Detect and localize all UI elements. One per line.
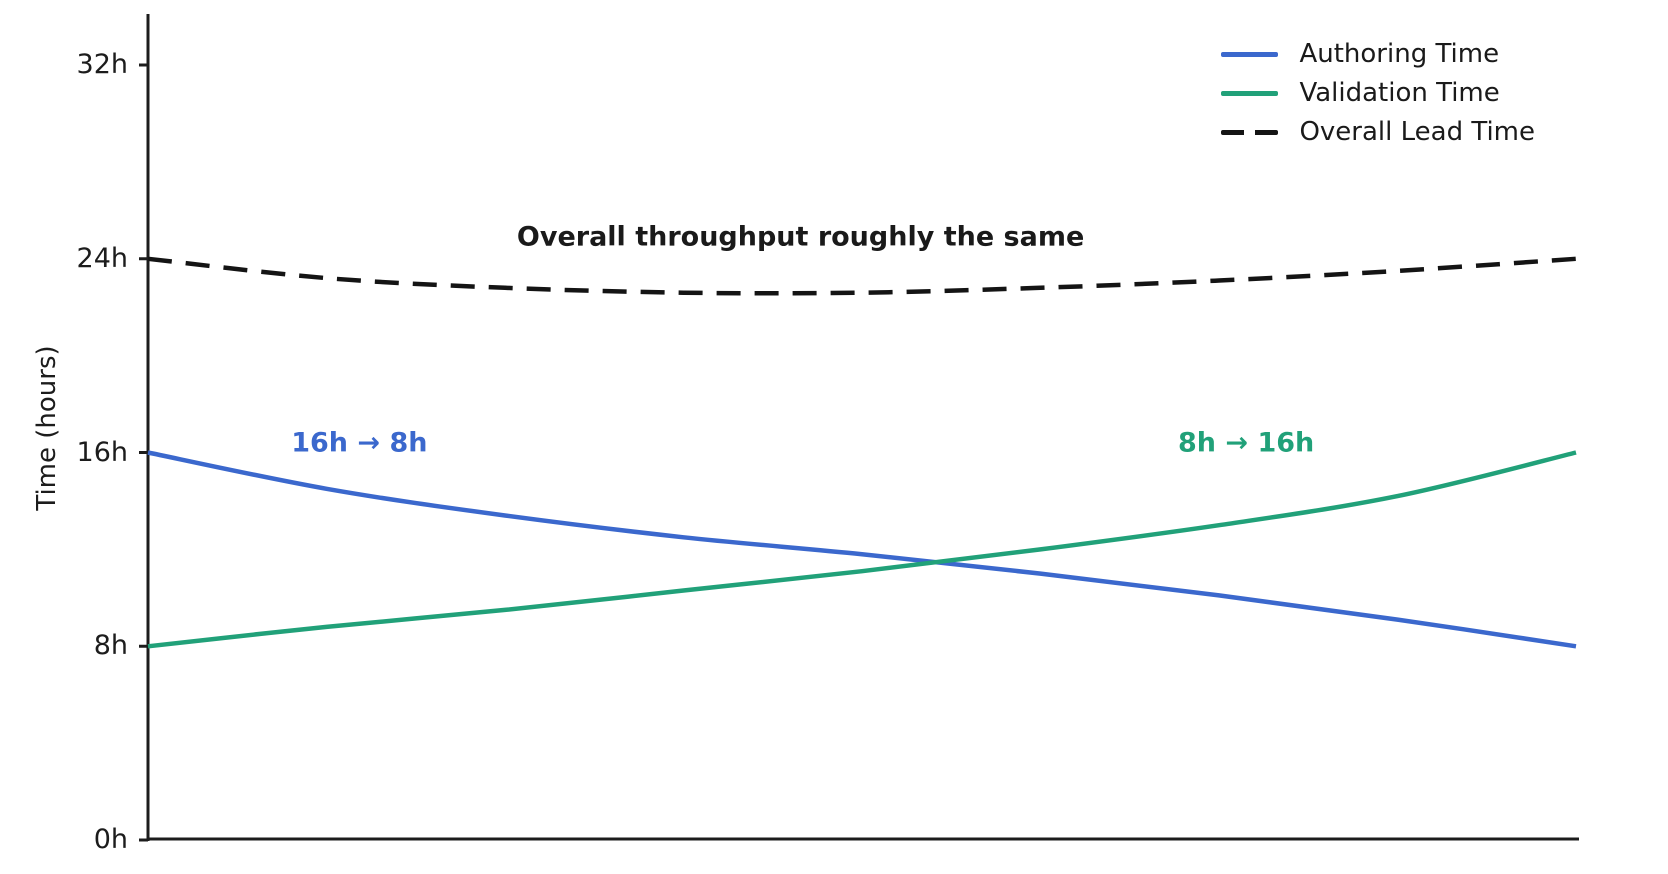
y-tick-label: 32h: [76, 49, 128, 81]
annotation-authoring-change: 16h → 8h: [291, 427, 428, 459]
annotation-validation-change: 8h → 16h: [1178, 427, 1315, 459]
legend: Authoring Time Validation Time Overall Lea…: [1221, 37, 1535, 149]
y-tick-label: 16h: [76, 436, 128, 468]
line-swatch-icon: [1221, 90, 1279, 96]
y-axis-title: Time (hours): [32, 345, 62, 511]
annotation-throughput: Overall throughput roughly the same: [516, 221, 1085, 253]
legend-item-overall-lead-time: Overall Lead Time: [1221, 115, 1535, 149]
y-tick-label: 0h: [93, 824, 128, 856]
legend-item-validation-time: Validation Time: [1221, 76, 1535, 110]
legend-label: Validation Time: [1299, 78, 1500, 108]
line-overall-lead-time: [147, 256, 1577, 296]
legend-label: Overall Lead Time: [1299, 117, 1535, 147]
y-tick-label: 8h: [93, 630, 128, 662]
y-tick-label: 24h: [76, 242, 128, 274]
line-validation-time: [147, 450, 1577, 649]
legend-item-authoring-time: Authoring Time: [1221, 37, 1535, 71]
line-swatch-icon: [1221, 51, 1279, 57]
line-authoring-time: [147, 450, 1577, 649]
legend-label: Authoring Time: [1299, 39, 1500, 69]
dashed-line-swatch-icon: [1221, 129, 1279, 135]
